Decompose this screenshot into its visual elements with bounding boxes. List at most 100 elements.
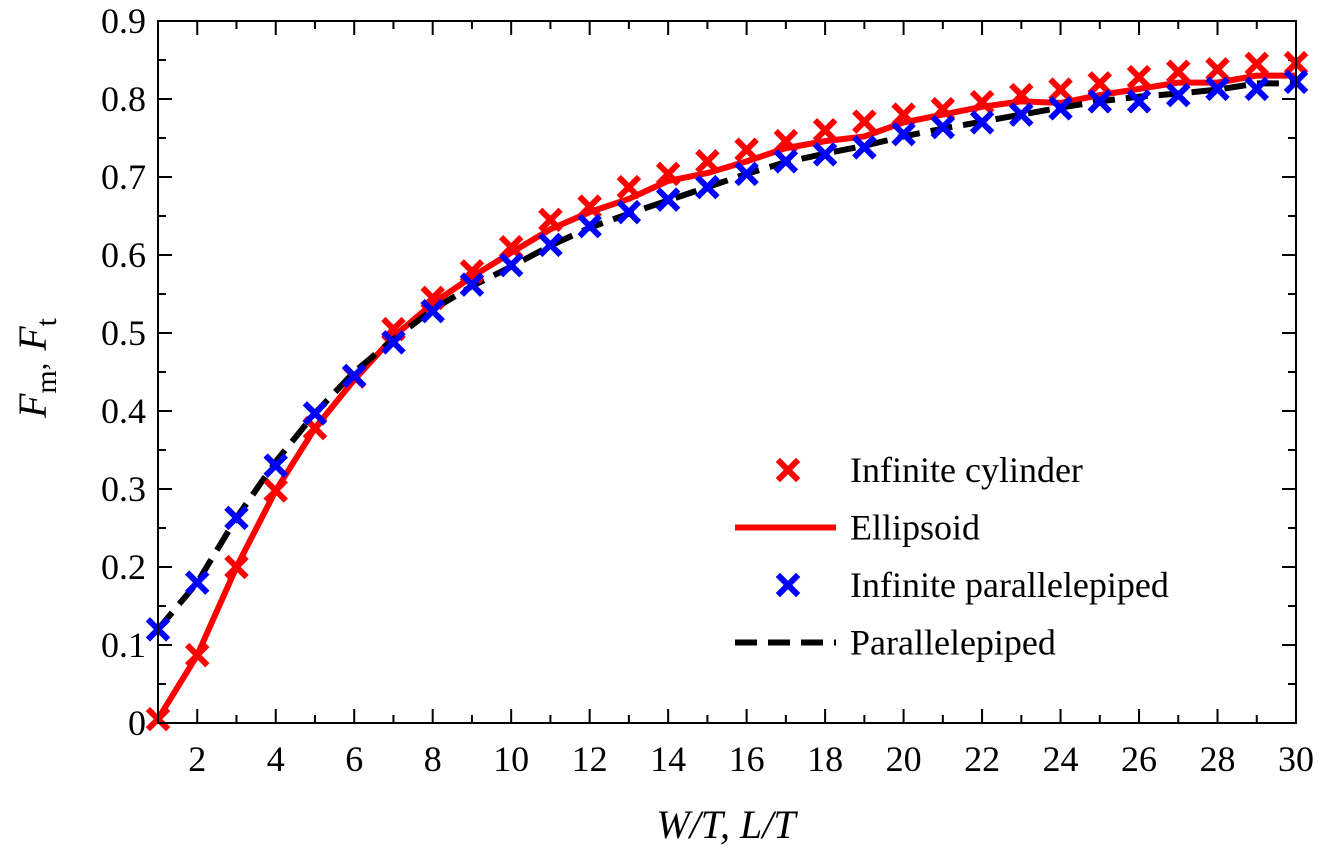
marker-stroke [538,232,563,258]
marker-stroke [734,161,759,187]
x-tick-label: 4 [267,739,285,779]
marker-stroke [695,149,720,174]
y-axis-title-sep: , [20,363,53,371]
y-tick-label: 0.1 [101,625,146,665]
marker-stroke [184,570,210,595]
infinite-cylinder-point [184,642,210,668]
infinite-parallelepiped-point [930,114,956,140]
marker-stroke [1009,82,1034,108]
marker-stroke [1205,57,1230,82]
x-tick-label: 12 [572,739,608,779]
marker-stroke [616,174,642,200]
marker-stroke [538,207,563,233]
y-axis-title: Fm, Ft [10,317,63,419]
infinite-parallelepiped-point [1009,102,1034,127]
marker-stroke [695,174,720,200]
infinite-parallelepiped-point [577,213,602,239]
infinite-cylinder-point [852,109,877,134]
infinite-parallelepiped-point [459,272,485,297]
infinite-cylinder-point [812,117,838,143]
marker-stroke [302,401,328,426]
marker-stroke [969,89,995,115]
marker-stroke [852,135,877,160]
marker-stroke [381,330,406,355]
infinite-parallelepiped-point [812,142,838,167]
infinite-parallelepiped-point [1205,76,1230,102]
infinite-parallelepiped-point [341,363,367,389]
marker-stroke [655,187,681,212]
marker-stroke [775,572,801,598]
infinite-parallelepiped-point [381,330,406,355]
infinite-parallelepiped-point [1087,89,1113,114]
marker-stroke [184,642,210,668]
infinite-parallelepiped-point [538,232,563,258]
marker-stroke [891,102,916,127]
infinite-cylinder-point [263,478,288,503]
legend-infinite-parallelepiped-label: Infinite parallelepiped [850,565,1169,605]
ellipsoid-line [155,72,1296,721]
infinite-parallelepiped-point [734,161,759,187]
legend: Infinite cylinder Ellipsoid Infinite paral… [735,450,1169,663]
x-tick-label: 20 [886,739,922,779]
x-tick-label: 2 [188,739,206,779]
x-tick-label: 14 [650,739,686,779]
marker-stroke [1087,71,1113,96]
y-axis-title-main-1: F [10,393,55,419]
marker-stroke [1244,51,1270,77]
infinite-parallelepiped-point [773,149,799,174]
x-tick-label: 22 [964,739,1000,779]
marker-stroke [616,199,642,225]
x-tick-label: 8 [424,739,442,779]
marker-stroke [1166,59,1191,84]
infinite-parallelepiped-point [1126,89,1152,114]
y-tick-label: 0.8 [101,79,146,119]
marker-stroke [930,114,956,140]
marker-stroke [498,234,524,260]
y-tick-label: 0.9 [101,1,146,41]
marker-stroke [498,252,524,278]
x-tick-label: 24 [1043,739,1079,779]
marker-stroke [1205,76,1230,102]
y-tick-label: 0.3 [101,469,146,509]
x-tick-label: 6 [345,739,363,779]
marker-stroke [341,363,367,389]
infinite-cylinder-point [1205,57,1230,82]
marker-stroke [263,478,288,503]
infinite-cylinder-point [1166,59,1191,84]
marker-stroke [969,110,995,135]
x-tick-label: 16 [729,739,765,779]
infinite-parallelepiped-point [616,199,642,225]
infinite-cylinder-point [930,96,956,122]
infinite-cylinder-point [695,149,720,174]
plot-frame [157,20,1297,724]
marker-stroke [812,142,838,167]
y-axis-title-main-2: F [10,326,55,352]
infinite-cylinder-point [1244,51,1270,77]
y-tick-label: 0.2 [101,547,146,587]
marker-stroke [1126,64,1152,90]
marker-stroke [224,505,249,531]
y-axis-title-sub-1: m [30,370,63,393]
legend-ellipsoid-label: Ellipsoid [850,508,980,548]
infinite-cylinder-point [224,554,249,580]
infinite-cylinder-point [538,207,563,233]
marker-stroke [577,213,602,239]
legend-infinite-cylinder-label: Infinite cylinder [850,450,1083,490]
marker-stroke [734,137,759,162]
marker-stroke [655,161,681,187]
marker-stroke [1166,82,1191,108]
infinite-cylinder-point [577,194,602,219]
infinite-cylinder-point [655,161,681,187]
infinite-cylinder-point [891,102,916,127]
x-tick-label: 18 [807,739,843,779]
infinite-parallelepiped-point [1166,82,1191,108]
infinite-cylinder-point [773,128,799,154]
y-tick-label: 0.5 [101,313,146,353]
marker-stroke [773,149,799,174]
marker-stroke [1048,96,1073,121]
y-tick-label: 0 [128,703,146,743]
infinite-parallelepiped-point [184,570,210,595]
axis-ticks [157,20,1297,724]
y-tick-label: 0.7 [101,157,146,197]
infinite-cylinder-point [969,89,995,115]
